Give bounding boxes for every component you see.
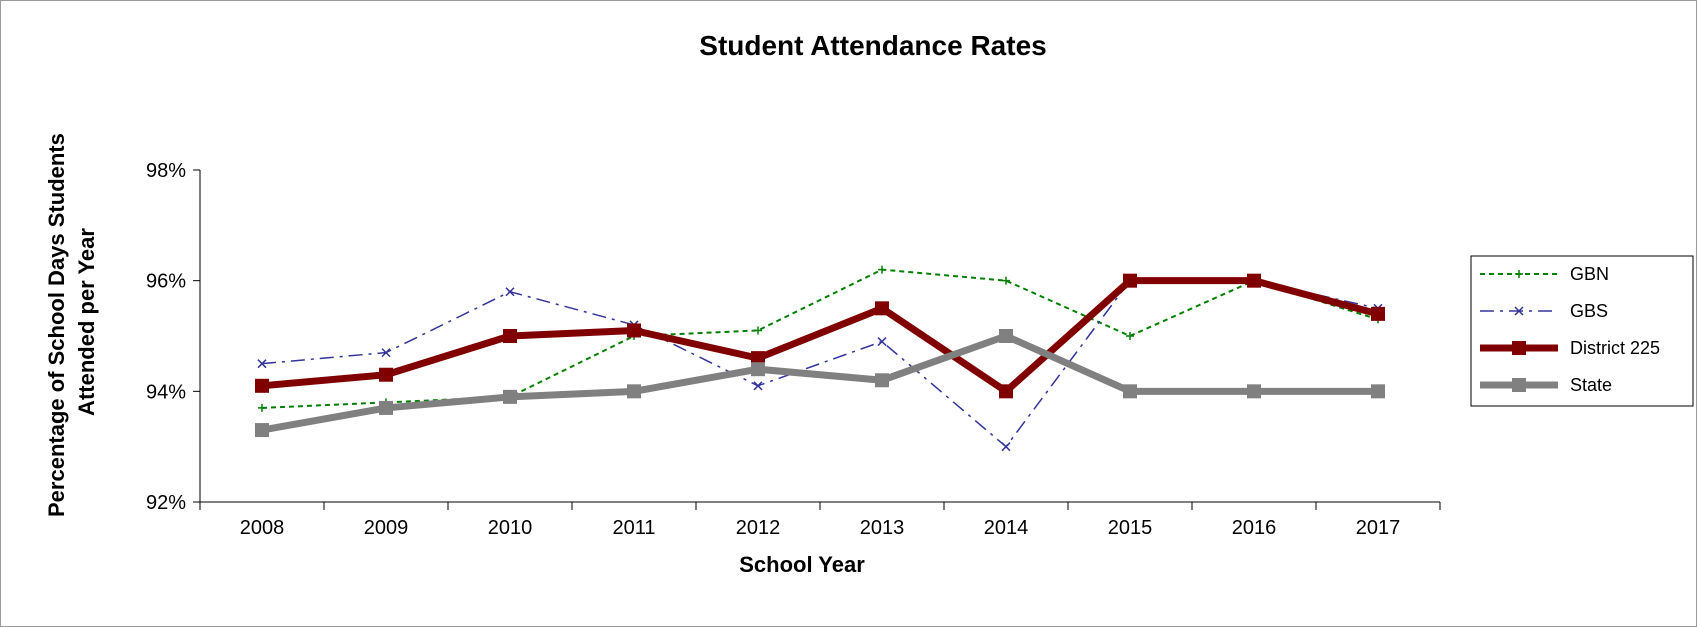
- x-tick-label: 2009: [364, 517, 409, 539]
- data-point-state: [875, 373, 889, 388]
- data-point-state: [1371, 384, 1385, 399]
- data-point-gbs: [877, 337, 887, 347]
- data-point-gbn: [1002, 276, 1010, 285]
- data-point-district-225: [751, 351, 765, 366]
- x-tick-label: 2010: [488, 517, 533, 539]
- data-point-state: [751, 362, 765, 377]
- data-point-gbn: [258, 403, 266, 412]
- x-tick-label: 2011: [612, 517, 655, 539]
- legend-label-gbs: GBS: [1570, 301, 1608, 321]
- y-axis-title-line-1: Percentage of School Days Students: [44, 133, 69, 517]
- series-state: [255, 329, 1385, 438]
- data-point-district-225: [999, 384, 1013, 399]
- legend-item-state: State: [1480, 375, 1612, 395]
- data-point-gbs: [753, 381, 763, 391]
- data-point-gbn: [878, 265, 886, 274]
- y-tick-label: 94%: [146, 381, 186, 403]
- data-point-district-225: [875, 301, 889, 316]
- data-point-district-225: [1371, 306, 1385, 321]
- legend-label-state: State: [1570, 375, 1612, 395]
- data-point-gbn: [1126, 332, 1134, 340]
- data-point-gbs: [505, 287, 515, 297]
- legend-marker-gbn: [1515, 270, 1523, 278]
- y-axis-title-line-2: Attended per Year: [74, 228, 99, 416]
- data-point-district-225: [379, 367, 393, 382]
- x-tick-label: 2008: [240, 517, 285, 539]
- legend-item-gbs: GBS: [1480, 301, 1608, 321]
- x-tick-label: 2017: [1356, 517, 1401, 539]
- legend-label-district-225: District 225: [1570, 338, 1660, 358]
- data-point-district-225: [1123, 273, 1137, 288]
- data-point-state: [255, 423, 269, 438]
- data-point-gbs: [381, 348, 391, 358]
- data-point-district-225: [503, 329, 517, 343]
- data-point-gbn: [754, 326, 762, 335]
- series-district-225: [255, 273, 1385, 399]
- series-layer: [255, 265, 1385, 452]
- series-line-state: [261, 332, 1378, 434]
- series-line-gbn: [261, 268, 1379, 409]
- data-point-gbs: [1001, 442, 1011, 452]
- x-tick-label: 2015: [1108, 517, 1153, 539]
- data-point-district-225: [1247, 273, 1261, 288]
- legend-label-gbn: GBN: [1570, 264, 1609, 284]
- x-axis-title: School Year: [739, 552, 865, 577]
- legend-item-district-225: District 225: [1480, 338, 1660, 358]
- y-tick-label: 96%: [146, 271, 186, 293]
- data-point-state: [999, 329, 1013, 343]
- series-line-district-225: [261, 277, 1379, 395]
- data-point-state: [503, 389, 517, 404]
- data-point-district-225: [255, 378, 269, 393]
- data-point-state: [627, 384, 641, 399]
- data-point-district-225: [627, 323, 641, 338]
- data-point-state: [1247, 384, 1261, 399]
- data-point-state: [379, 400, 393, 415]
- legend-marker-district-225: [1512, 341, 1526, 355]
- x-tick-label: 2016: [1232, 517, 1277, 539]
- x-tick-label: 2013: [860, 517, 905, 539]
- data-point-state: [1123, 384, 1137, 399]
- chart-title: Student Attendance Rates: [699, 30, 1046, 61]
- legend-marker-gbs: [1514, 306, 1524, 316]
- legend: GBN GBS District 225 State: [1470, 255, 1694, 407]
- data-point-gbs: [257, 359, 267, 369]
- axes: 92% 94% 96% 98% 2008 2009 2010 2011 2012 2013 2014…: [146, 160, 1441, 539]
- y-tick-label: 92%: [146, 492, 186, 514]
- legend-box: [1470, 255, 1694, 407]
- x-tick-label: 2012: [736, 517, 781, 539]
- legend-marker-state: [1512, 378, 1526, 392]
- legend-item-gbn: GBN: [1480, 264, 1609, 284]
- y-axis-title: Percentage of School Days Students Atten…: [44, 127, 99, 517]
- x-tick-label: 2014: [984, 517, 1029, 539]
- y-tick-label: 98%: [146, 160, 186, 182]
